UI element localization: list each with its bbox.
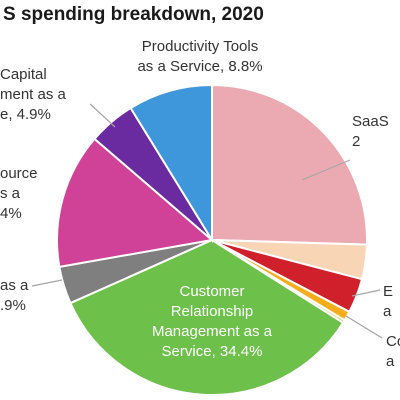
leader-line-4 (345, 315, 383, 339)
slice-label-line: e, 4.9% (0, 106, 51, 123)
slice-label-line: Relationship (171, 303, 254, 320)
slice-label-line: Co (386, 333, 400, 350)
slice-label-7: ource s a 4% (0, 165, 38, 222)
leader-line-6 (31, 279, 63, 287)
pie-slice-5 (69, 238, 345, 396)
slice-label-4: Co a (386, 333, 400, 370)
slice-label-line: Management as a (152, 323, 273, 340)
leader-line-8 (89, 103, 116, 128)
slice-label-0: SaaS 2 (352, 113, 389, 150)
slice-label-line: 2 (352, 133, 360, 150)
leader-line-2 (351, 289, 381, 297)
slice-label-line: E (383, 283, 393, 300)
slice-label-line: .9% (0, 297, 26, 314)
pie-slice-7 (56, 137, 215, 269)
chart-title: S spending breakdown, 2020 (3, 4, 264, 25)
slice-label-line: Customer (179, 283, 244, 300)
slice-label-line: ment as a (0, 86, 67, 103)
leader-lines (31, 103, 383, 339)
slice-label-line: Capital (0, 66, 47, 83)
slice-label-6: as a .9% (0, 277, 29, 314)
slice-label-line: 4% (0, 205, 22, 222)
leader-line-0 (301, 159, 351, 181)
pie-slices (56, 83, 368, 396)
slice-labels: SaaS 2 Ea Co a Customer Relationship Management… (0, 38, 400, 370)
slice-label-5: Customer Relationship Management as a Servi… (152, 283, 273, 360)
slice-label-8: Capital ment as a e, 4.9% (0, 66, 67, 123)
slice-label-line: as a Service, 8.8% (137, 58, 262, 75)
pie-slice-0 (211, 83, 368, 246)
slice-label-9: Productivity Tools as a Service, 8.8% (137, 38, 262, 75)
slice-label-line: Productivity Tools (142, 38, 258, 55)
slice-label-line: as a (0, 277, 29, 294)
slice-label-line: a (386, 353, 395, 370)
slice-label-line: ource (0, 165, 38, 182)
pie-slice-9 (129, 83, 213, 244)
slice-label-line: s a (0, 185, 21, 202)
slice-label-line: Service, 34.4% (162, 343, 263, 360)
slice-label-line: a (383, 303, 392, 320)
slice-label-line: SaaS (352, 113, 389, 130)
